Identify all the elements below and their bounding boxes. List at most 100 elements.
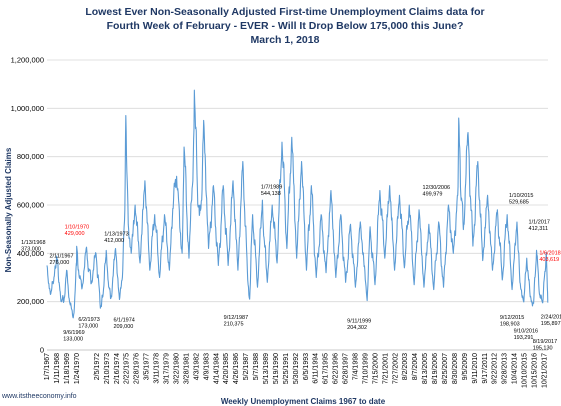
- x-tick-label: 5/13/1989: [263, 353, 270, 384]
- annotation-label: 210,375: [224, 322, 244, 328]
- x-tick-label: 7/21/2001: [382, 353, 389, 384]
- annotation-label: 9/12/2015: [500, 315, 524, 321]
- x-tick-label: 1/18/1969: [64, 353, 71, 384]
- y-tick-label: 0: [40, 346, 44, 355]
- x-tick-label: 6/11/1994: [313, 353, 320, 384]
- gridlines: [47, 59, 548, 351]
- annotation-label: 412,311: [529, 226, 548, 232]
- x-tick-label: 10/21/2017: [541, 353, 548, 388]
- x-tick-label: 8/25/2007: [442, 353, 449, 384]
- annotation-label: 198,903: [500, 321, 520, 327]
- annotation-label: 195,130: [533, 345, 553, 351]
- annotation-label: 195,897: [541, 321, 561, 327]
- claims-series-line: [46, 89, 549, 319]
- x-tick-label: 4/20/1985: [223, 353, 230, 384]
- annotation-label: 204,302: [347, 325, 367, 331]
- chart-title-line-1: Lowest Ever Non-Seasonally Adjusted Firs…: [85, 6, 484, 18]
- annotation-label: 1/7/1989: [261, 184, 282, 190]
- annotation-label: 1/1/2017: [529, 219, 550, 225]
- x-tick-label: 6/28/1997: [343, 353, 350, 384]
- annotation-label: 499,979: [423, 192, 443, 198]
- annotation-label: 1/13/1968: [21, 240, 45, 246]
- annotation-label: 373,000: [21, 246, 41, 252]
- y-tick-label: 400,000: [17, 249, 44, 258]
- x-axis-title: Weekly Unemployment Claims 1967 to date: [221, 397, 386, 406]
- annotation-label: 1/13/1973: [104, 231, 128, 237]
- x-tick-label: 4/9/1983: [203, 353, 210, 380]
- source-credit: www.itstheeconomy.info: [1, 393, 77, 400]
- x-tick-label: 3/17/1979: [164, 353, 171, 384]
- x-tick-label: 9/28/2013: [502, 353, 509, 384]
- x-tick-label: 5/25/1991: [283, 353, 290, 384]
- annotation-label: 12/30/2006: [423, 185, 451, 191]
- annotation-label: 1/6/2018: [539, 250, 560, 256]
- y-tick-label: 200,000: [17, 297, 44, 306]
- annotation-label: 2/24/2018: [541, 315, 561, 321]
- x-tick-label: 4/14/1984: [213, 353, 220, 384]
- annotation-label: 193,291: [514, 335, 534, 341]
- x-tick-label: 3/5/1977: [144, 353, 151, 380]
- x-tick-label: 4/3/1982: [193, 353, 200, 380]
- y-tick-label: 800,000: [17, 152, 44, 161]
- x-tick-label: 2/5/1972: [94, 353, 101, 380]
- x-tick-label: 1/24/1970: [74, 353, 81, 384]
- x-tick-label: 9/22/2012: [492, 353, 499, 384]
- x-tick-label: 9/11/2010: [472, 353, 479, 384]
- x-tick-label: 2/10/1973: [104, 353, 111, 384]
- chart-title-line-3: March 1, 2018: [251, 34, 320, 46]
- x-tick-label: 2/28/1976: [134, 353, 141, 384]
- x-tick-label: 8/7/2004: [412, 353, 419, 380]
- x-tick-label: 7/4/1998: [353, 353, 360, 380]
- x-tick-label: 10/10/2015: [522, 353, 529, 388]
- annotation-label: 209,000: [113, 324, 133, 330]
- annotation-label: 403,619: [539, 257, 559, 263]
- annotation-label: 2/11/1967: [49, 253, 73, 259]
- annotation-label: 9/6/1969: [63, 330, 84, 336]
- annotation-label: 1/10/1970: [65, 224, 89, 230]
- x-tick-label: 5/30/1992: [293, 353, 300, 384]
- annotation-label: 9/12/1987: [224, 315, 248, 321]
- x-tick-label: 5/7/1988: [253, 353, 260, 380]
- annotation-label: 1/10/2015: [509, 193, 533, 199]
- x-tick-label: 8/2/2003: [402, 353, 409, 380]
- x-tick-label: 10/15/2016: [531, 353, 538, 388]
- series-layer: [46, 89, 549, 319]
- x-tick-label: 8/13/2005: [422, 353, 429, 384]
- x-tick-label: 7/27/2002: [392, 353, 399, 384]
- annotation-label: 6/2/1973: [78, 317, 99, 323]
- x-tick-label: 2/16/1974: [114, 353, 121, 384]
- x-tick-label: 6/17/1995: [323, 353, 330, 384]
- annotation-label: 9/11/1999: [347, 319, 371, 325]
- x-tick-label: 1/11/1968: [54, 353, 61, 384]
- x-tick-label: 6/22/1996: [333, 353, 340, 384]
- x-axis-ticks: 1/7/1967 1/11/1968 1/18/1969 1/24/1970 2/5/1…: [44, 353, 548, 388]
- x-tick-label: 4/26/1986: [233, 353, 240, 384]
- annotation-label: 412,000: [104, 238, 124, 244]
- y-tick-label: 600,000: [17, 201, 44, 210]
- x-tick-label: 6/5/1993: [303, 353, 310, 380]
- x-tick-label: 5/2/1987: [243, 353, 250, 380]
- chart-title-line-2: Fourth Week of February - EVER - Will It…: [107, 20, 464, 32]
- annotation-label: 529,685: [509, 199, 529, 205]
- x-tick-label: 7/15/2000: [372, 353, 379, 384]
- x-tick-label: 10/4/2014: [512, 353, 519, 384]
- annotation-label: 9/10/2016: [514, 328, 538, 334]
- x-tick-label: 9/17/2011: [482, 353, 489, 384]
- x-tick-label: 8/30/2008: [452, 353, 459, 384]
- x-tick-label: 3/11/1978: [154, 353, 161, 384]
- annotation-label: 173,000: [78, 324, 98, 330]
- y-axis-title: Non-Seasonally Adjusted Claims: [4, 147, 13, 272]
- x-tick-label: 5/19/1990: [273, 353, 280, 384]
- x-tick-label: 1/7/1967: [44, 353, 51, 380]
- annotation-label: 6/1/1974: [113, 317, 134, 323]
- x-tick-label: 2/22/1975: [124, 353, 131, 384]
- annotation-label: 8/19/2017: [533, 339, 557, 345]
- x-tick-label: 7/10/1999: [362, 353, 369, 384]
- annotation-label: 276,000: [49, 260, 69, 266]
- x-tick-label: 9/5/2009: [462, 353, 469, 380]
- annotation-label: 429,000: [65, 231, 85, 237]
- x-tick-label: 3/28/1981: [183, 353, 190, 384]
